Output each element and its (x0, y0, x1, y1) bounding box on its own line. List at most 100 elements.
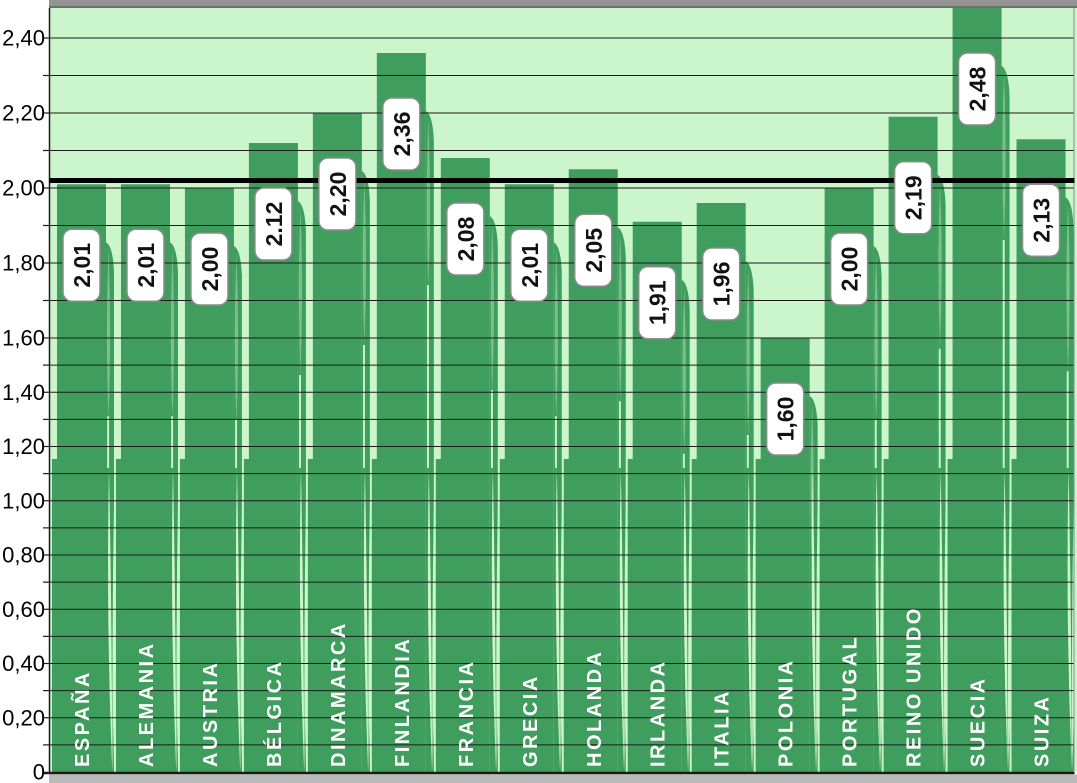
streak-decoration (746, 435, 749, 468)
y-tick-label: 0,60 (2, 597, 45, 622)
streak-decoration (427, 285, 429, 468)
value-label: 2,48 (965, 66, 991, 111)
value-box (574, 213, 613, 287)
y-tick-label: 1,20 (2, 434, 45, 459)
bar (52, 184, 106, 772)
bar (371, 53, 426, 772)
reference-line (49, 178, 1075, 183)
bar-group (627, 221, 692, 772)
y-tick-label: 0,80 (2, 543, 45, 568)
bar (883, 116, 938, 772)
bar-group (179, 188, 244, 772)
blade-decoration (496, 482, 500, 772)
streak-decoration (938, 348, 941, 468)
blade-decoration (624, 482, 628, 772)
leaf-decoration (426, 117, 430, 287)
country-label: SUIZA (1032, 695, 1054, 768)
country-label: ITALIA (712, 689, 734, 767)
value-label: 2,20 (325, 172, 351, 217)
value-box (254, 187, 293, 261)
bar (563, 169, 618, 772)
streak-decoration (491, 390, 493, 468)
country-labels: ESPAÑA ALEMANIA AUSTRIA BÉLGICA DINAMARCA FIN… (71, 606, 1054, 767)
value-label: 2,36 (389, 112, 415, 157)
blade-decoration (112, 482, 116, 772)
gridlines (43, 37, 1075, 746)
blade-decoration (747, 468, 752, 770)
leaf-decoration (234, 252, 239, 422)
bar (115, 184, 170, 772)
blade-decoration (1003, 468, 1008, 770)
y-tick-label: 1,80 (2, 251, 45, 276)
bar-group (435, 158, 500, 772)
blade-decoration (427, 468, 433, 770)
bar (435, 158, 490, 772)
country-label: PORTUGAL (840, 635, 862, 767)
bar (179, 188, 234, 772)
streak-decoration (554, 416, 557, 468)
blade-decoration (816, 482, 820, 772)
y-tick-label: 0,20 (2, 705, 45, 730)
blade-decoration (235, 468, 241, 770)
bar (627, 221, 682, 772)
leaf-decoration (682, 285, 686, 456)
bar-group (883, 116, 948, 772)
value-box (637, 266, 677, 340)
value-box (829, 232, 869, 306)
blade-decoration (875, 468, 880, 770)
bar (1011, 139, 1066, 772)
streak-decoration (107, 416, 110, 468)
leaf-decoration (1066, 203, 1070, 374)
leaf-decoration (298, 207, 303, 377)
country-label: GRECIA (520, 674, 542, 767)
blade-decoration (368, 482, 372, 772)
y-tick-label: 0,40 (2, 651, 45, 676)
leaf-decoration (618, 233, 622, 404)
blade-decoration (299, 468, 305, 770)
value-label: 2.12 (261, 202, 287, 247)
streak-decoration (682, 453, 685, 468)
bar (307, 113, 362, 772)
bar-group (115, 184, 180, 772)
value-labels: 2,01 2,01 2,00 2.12 2,20 2,36 2,08 2,01 2,05 1,91… (62, 52, 1061, 456)
blade-decoration (171, 468, 177, 770)
bar-group (691, 203, 756, 772)
blade-decoration (1008, 482, 1012, 772)
value-label: 2,13 (1029, 198, 1055, 243)
blade-decoration (811, 468, 816, 770)
streak-decoration (363, 345, 365, 468)
y-axis-labels: 2,40 2,20 2,00 1,80 1,60 1,40 1,20 1,00 0,80 0,60… (2, 26, 45, 783)
value-label: 2,01 (133, 243, 159, 288)
bar-group (947, 8, 1012, 772)
blade-decoration (688, 482, 692, 772)
country-label: AUSTRIA (200, 661, 222, 767)
value-box (382, 97, 421, 171)
blade-decoration (880, 482, 884, 772)
value-box (126, 228, 165, 302)
value-label: 2,19 (901, 175, 927, 220)
y-tick-label: 2,00 (2, 176, 45, 201)
bar-group (371, 53, 436, 772)
streak-decoration (235, 420, 238, 468)
blade-decoration (752, 482, 756, 772)
streak-decoration (299, 375, 302, 468)
leaf-decoration (490, 222, 494, 392)
value-box (765, 382, 805, 456)
y-tick-label: 2,20 (2, 101, 45, 126)
streak-decoration (1002, 240, 1005, 468)
value-label: 1,96 (709, 262, 735, 307)
leaf-decoration (1002, 72, 1006, 242)
value-label: 2,01 (69, 243, 95, 288)
blade-decoration (560, 482, 564, 772)
leaf-decoration (106, 248, 111, 419)
value-label: 2,01 (517, 243, 543, 288)
value-label: 2,05 (581, 228, 607, 273)
bar-group (499, 184, 564, 772)
value-label: 2,00 (197, 247, 223, 292)
top-border-strip-shadow (49, 6, 1077, 8)
bar (947, 8, 1002, 772)
y-tick-label: 1,00 (2, 488, 45, 513)
value-box (1021, 183, 1061, 257)
